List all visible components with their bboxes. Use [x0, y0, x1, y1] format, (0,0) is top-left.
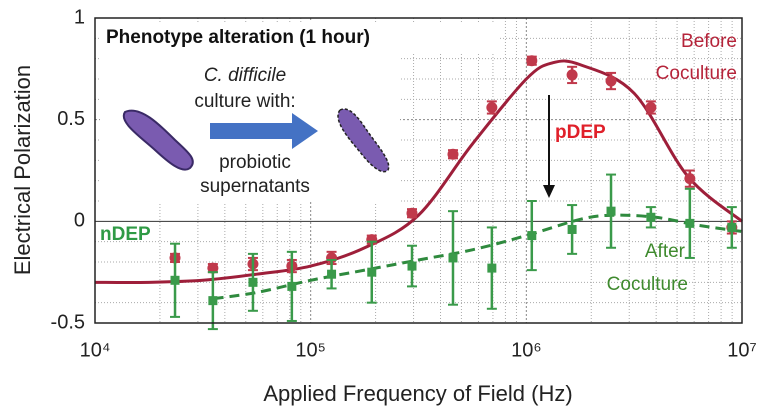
- x-tick-label: 10⁷: [727, 339, 756, 361]
- y-axis-label: Electrical Polarization: [10, 65, 35, 275]
- data-point: [170, 275, 180, 285]
- data-point: [407, 261, 417, 271]
- plot: [94, 55, 743, 331]
- data-point: [685, 218, 695, 228]
- data-point: [645, 101, 657, 113]
- x-tick-label: 10⁵: [295, 339, 326, 361]
- data-point: [567, 224, 577, 234]
- data-point: [327, 269, 337, 279]
- x-tick-label: 10⁴: [80, 339, 111, 361]
- fit-curve: [94, 59, 743, 284]
- annotation: nDEP: [100, 224, 151, 245]
- data-point: [486, 101, 498, 113]
- data-point: [526, 55, 538, 67]
- data-point: [527, 231, 537, 241]
- x-tick-label: 10⁶: [511, 339, 541, 361]
- y-tick-label: 0.5: [57, 108, 85, 130]
- data-point: [406, 207, 418, 219]
- annotation: pDEP: [555, 122, 606, 143]
- data-point: [566, 69, 578, 81]
- data-point: [448, 253, 458, 263]
- annotation: Before: [681, 31, 737, 52]
- data-point: [287, 281, 297, 291]
- data-point: [487, 263, 497, 273]
- x-axis-label: Applied Frequency of Field (Hz): [263, 381, 572, 406]
- arrow-icon: [210, 113, 318, 149]
- data-point: [605, 75, 617, 87]
- title-background: [100, 22, 500, 52]
- pdep-arrowhead: [543, 185, 555, 198]
- data-point: [207, 262, 219, 274]
- y-tick-label: 1: [74, 6, 85, 28]
- data-point: [447, 148, 459, 160]
- annotation: culture with:: [194, 91, 295, 112]
- data-point: [248, 277, 258, 287]
- annotation: After: [645, 241, 686, 262]
- annotation: Coculture: [607, 274, 688, 295]
- data-point: [606, 206, 616, 216]
- bacterium-icon: [122, 109, 194, 171]
- data-point: [367, 267, 377, 277]
- annotation: C. difficile: [204, 65, 286, 86]
- data-point: [684, 173, 696, 185]
- inset-title: Phenotype alteration (1 hour): [106, 27, 370, 48]
- annotation: Coculture: [656, 63, 737, 84]
- plot-frame: [94, 17, 743, 324]
- data-point: [208, 296, 218, 306]
- data-point: [646, 212, 656, 222]
- annotation: supernatants: [200, 176, 310, 197]
- bacterium-icon: [337, 108, 390, 173]
- y-tick-label: 0: [74, 210, 85, 232]
- y-tick-label: -0.5: [51, 311, 85, 333]
- data-point: [727, 222, 737, 232]
- fit-curve: [213, 213, 743, 301]
- annotation: probiotic: [219, 152, 291, 173]
